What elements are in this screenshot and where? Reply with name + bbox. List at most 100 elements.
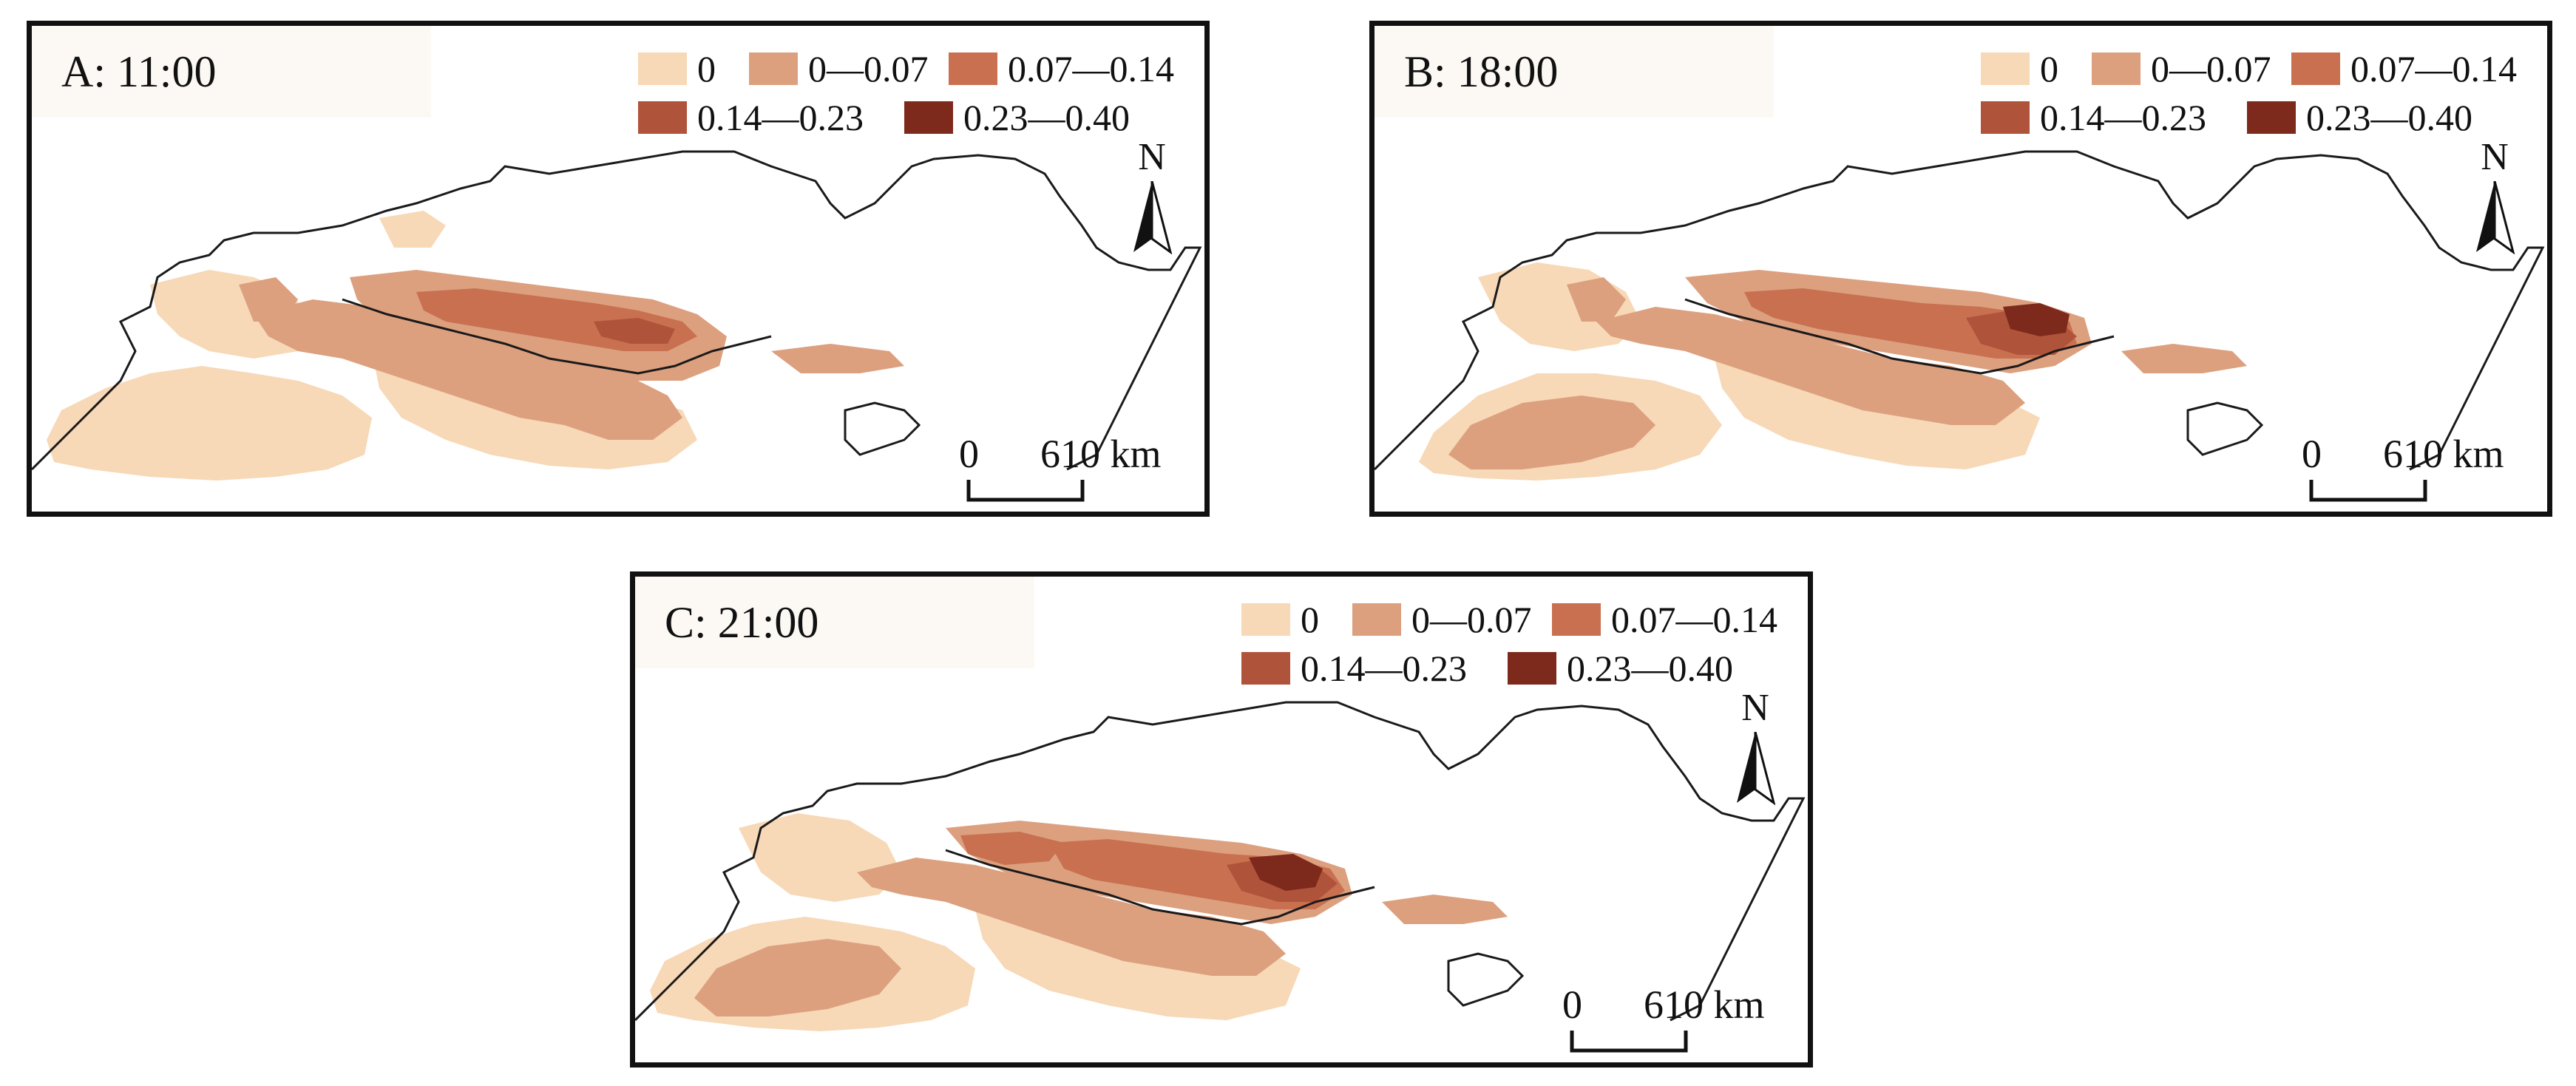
map-canvas xyxy=(1375,150,2545,481)
north-label: N xyxy=(2481,136,2509,178)
north-arrow: N xyxy=(1126,138,1178,264)
scale-line xyxy=(2309,480,2427,502)
light-brown-zone xyxy=(254,299,682,440)
scale-line xyxy=(966,480,1085,502)
panel-title-box: A: 11:00 xyxy=(32,26,431,118)
coastline xyxy=(1375,150,2545,471)
legend-swatch xyxy=(1352,603,1401,636)
pale-zone xyxy=(739,813,901,902)
north-arrow-icon xyxy=(2476,181,2515,255)
legend-item: 0—0.07 xyxy=(749,48,929,89)
north-arrow: N xyxy=(2469,138,2521,264)
legend-swatch xyxy=(2291,52,2340,85)
scale-bar: 0 610 km xyxy=(2302,434,2546,508)
legend-swatch xyxy=(2092,52,2141,85)
legend-item: 0 xyxy=(1241,599,1319,640)
legend-swatch xyxy=(904,101,953,134)
legend-swatch xyxy=(638,101,687,134)
legend-swatch xyxy=(1241,603,1290,636)
light-brown-zone xyxy=(2121,344,2247,373)
legend-label: 0 xyxy=(1301,599,1319,640)
map-panel-c: C: 21:00 0 0—0.07 0.07—0.14 0.14—0.23 0.… xyxy=(630,571,1813,1068)
north-label: N xyxy=(1741,687,1769,729)
legend-item: 0.07—0.14 xyxy=(1552,599,1777,640)
boundary-lines xyxy=(635,701,1806,1022)
map-canvas xyxy=(635,701,1806,1031)
legend-item: 0—0.07 xyxy=(2092,48,2271,89)
legend-item: 0.14—0.23 xyxy=(1981,97,2206,138)
legend-swatch xyxy=(1508,652,1556,685)
panel-title: A: 11:00 xyxy=(61,47,217,96)
legend-swatch xyxy=(749,52,798,85)
panel-title-box: B: 18:00 xyxy=(1375,26,1774,118)
brown-zone xyxy=(960,832,1064,865)
light-brown-zone xyxy=(239,277,298,322)
scale-distance-label: 610 km xyxy=(2383,432,2504,476)
north-arrow-icon xyxy=(1737,732,1775,806)
density-layer xyxy=(650,813,1508,1031)
light-brown-zone xyxy=(1596,307,2025,425)
legend-swatch xyxy=(2247,101,2296,134)
legend-swatch xyxy=(1981,52,2030,85)
legend-swatch xyxy=(1552,603,1601,636)
north-label: N xyxy=(1138,136,1166,178)
panel-title: C: 21:00 xyxy=(665,598,819,647)
legend-label: 0 xyxy=(2040,48,2058,89)
scale-distance-label: 610 km xyxy=(1040,432,1162,476)
legend-item: 0.14—0.23 xyxy=(638,97,864,138)
legend-item: 0.07—0.14 xyxy=(2291,48,2517,89)
light-brown-zone xyxy=(771,344,904,373)
legend-label: 0—0.07 xyxy=(808,48,929,89)
dark-brown-zone xyxy=(594,318,675,344)
legend-label: 0.07—0.14 xyxy=(1611,599,1777,640)
scale-bar: 0 610 km xyxy=(1562,985,1806,1059)
light-brown-zone xyxy=(694,939,901,1017)
scale-line xyxy=(1570,1031,1688,1053)
light-brown-zone xyxy=(1382,895,1508,924)
north-arrow-icon xyxy=(1133,181,1172,255)
scale-zero-label: 0 xyxy=(2302,432,2322,476)
internal-border xyxy=(342,298,772,375)
legend-swatch xyxy=(1241,652,1290,685)
legend-label: 0.14—0.23 xyxy=(697,97,864,138)
scale-zero-label: 0 xyxy=(959,432,979,476)
legend-item: 0.07—0.14 xyxy=(949,48,1174,89)
legend-item: 0.23—0.40 xyxy=(2247,97,2472,138)
legend-label: 0.23—0.40 xyxy=(1567,648,1733,689)
legend-label: 0.23—0.40 xyxy=(2306,97,2472,138)
density-layer xyxy=(47,211,904,481)
scale-distance-label: 610 km xyxy=(1644,983,1765,1027)
legend-label: 0.23—0.40 xyxy=(963,97,1130,138)
panel-title-box: C: 21:00 xyxy=(635,577,1034,668)
boundary-lines xyxy=(1375,150,2545,471)
legend-item: 0.14—0.23 xyxy=(1241,648,1467,689)
legend-item: 0 xyxy=(638,48,716,89)
pale-zone xyxy=(47,366,372,481)
legend: 0 0—0.07 0.07—0.14 0.14—0.23 0.23—0.40 xyxy=(1981,48,2543,144)
legend-item: 0—0.07 xyxy=(1352,599,1532,640)
legend-label: 0.14—0.23 xyxy=(2040,97,2206,138)
north-arrow: N xyxy=(1729,689,1781,815)
map-canvas xyxy=(32,150,1202,481)
legend-item: 0 xyxy=(1981,48,2058,89)
density-layer xyxy=(1419,262,2247,481)
scale-bar: 0 610 km xyxy=(959,434,1203,508)
coastline xyxy=(844,401,921,456)
legend-label: 0—0.07 xyxy=(2151,48,2271,89)
coastline xyxy=(32,150,1202,471)
legend-swatch xyxy=(1981,101,2030,134)
legend-swatch xyxy=(949,52,997,85)
panel-title: B: 18:00 xyxy=(1404,47,1559,96)
legend-swatch xyxy=(638,52,687,85)
coastline xyxy=(2186,401,2264,456)
darkest-zone xyxy=(1249,854,1323,891)
legend: 0 0—0.07 0.07—0.14 0.14—0.23 0.23—0.40 xyxy=(1241,599,1803,695)
map-panel-b: B: 18:00 0 0—0.07 0.07—0.14 0.14—0.23 0.… xyxy=(1369,21,2552,517)
internal-border xyxy=(1684,298,2115,375)
legend-label: 0.14—0.23 xyxy=(1301,648,1467,689)
legend-label: 0.07—0.14 xyxy=(2350,48,2517,89)
legend: 0 0—0.07 0.07—0.14 0.14—0.23 0.23—0.40 xyxy=(638,48,1200,144)
coastline xyxy=(1447,952,1525,1007)
light-brown-zone xyxy=(1448,396,1655,469)
internal-border xyxy=(945,849,1375,926)
